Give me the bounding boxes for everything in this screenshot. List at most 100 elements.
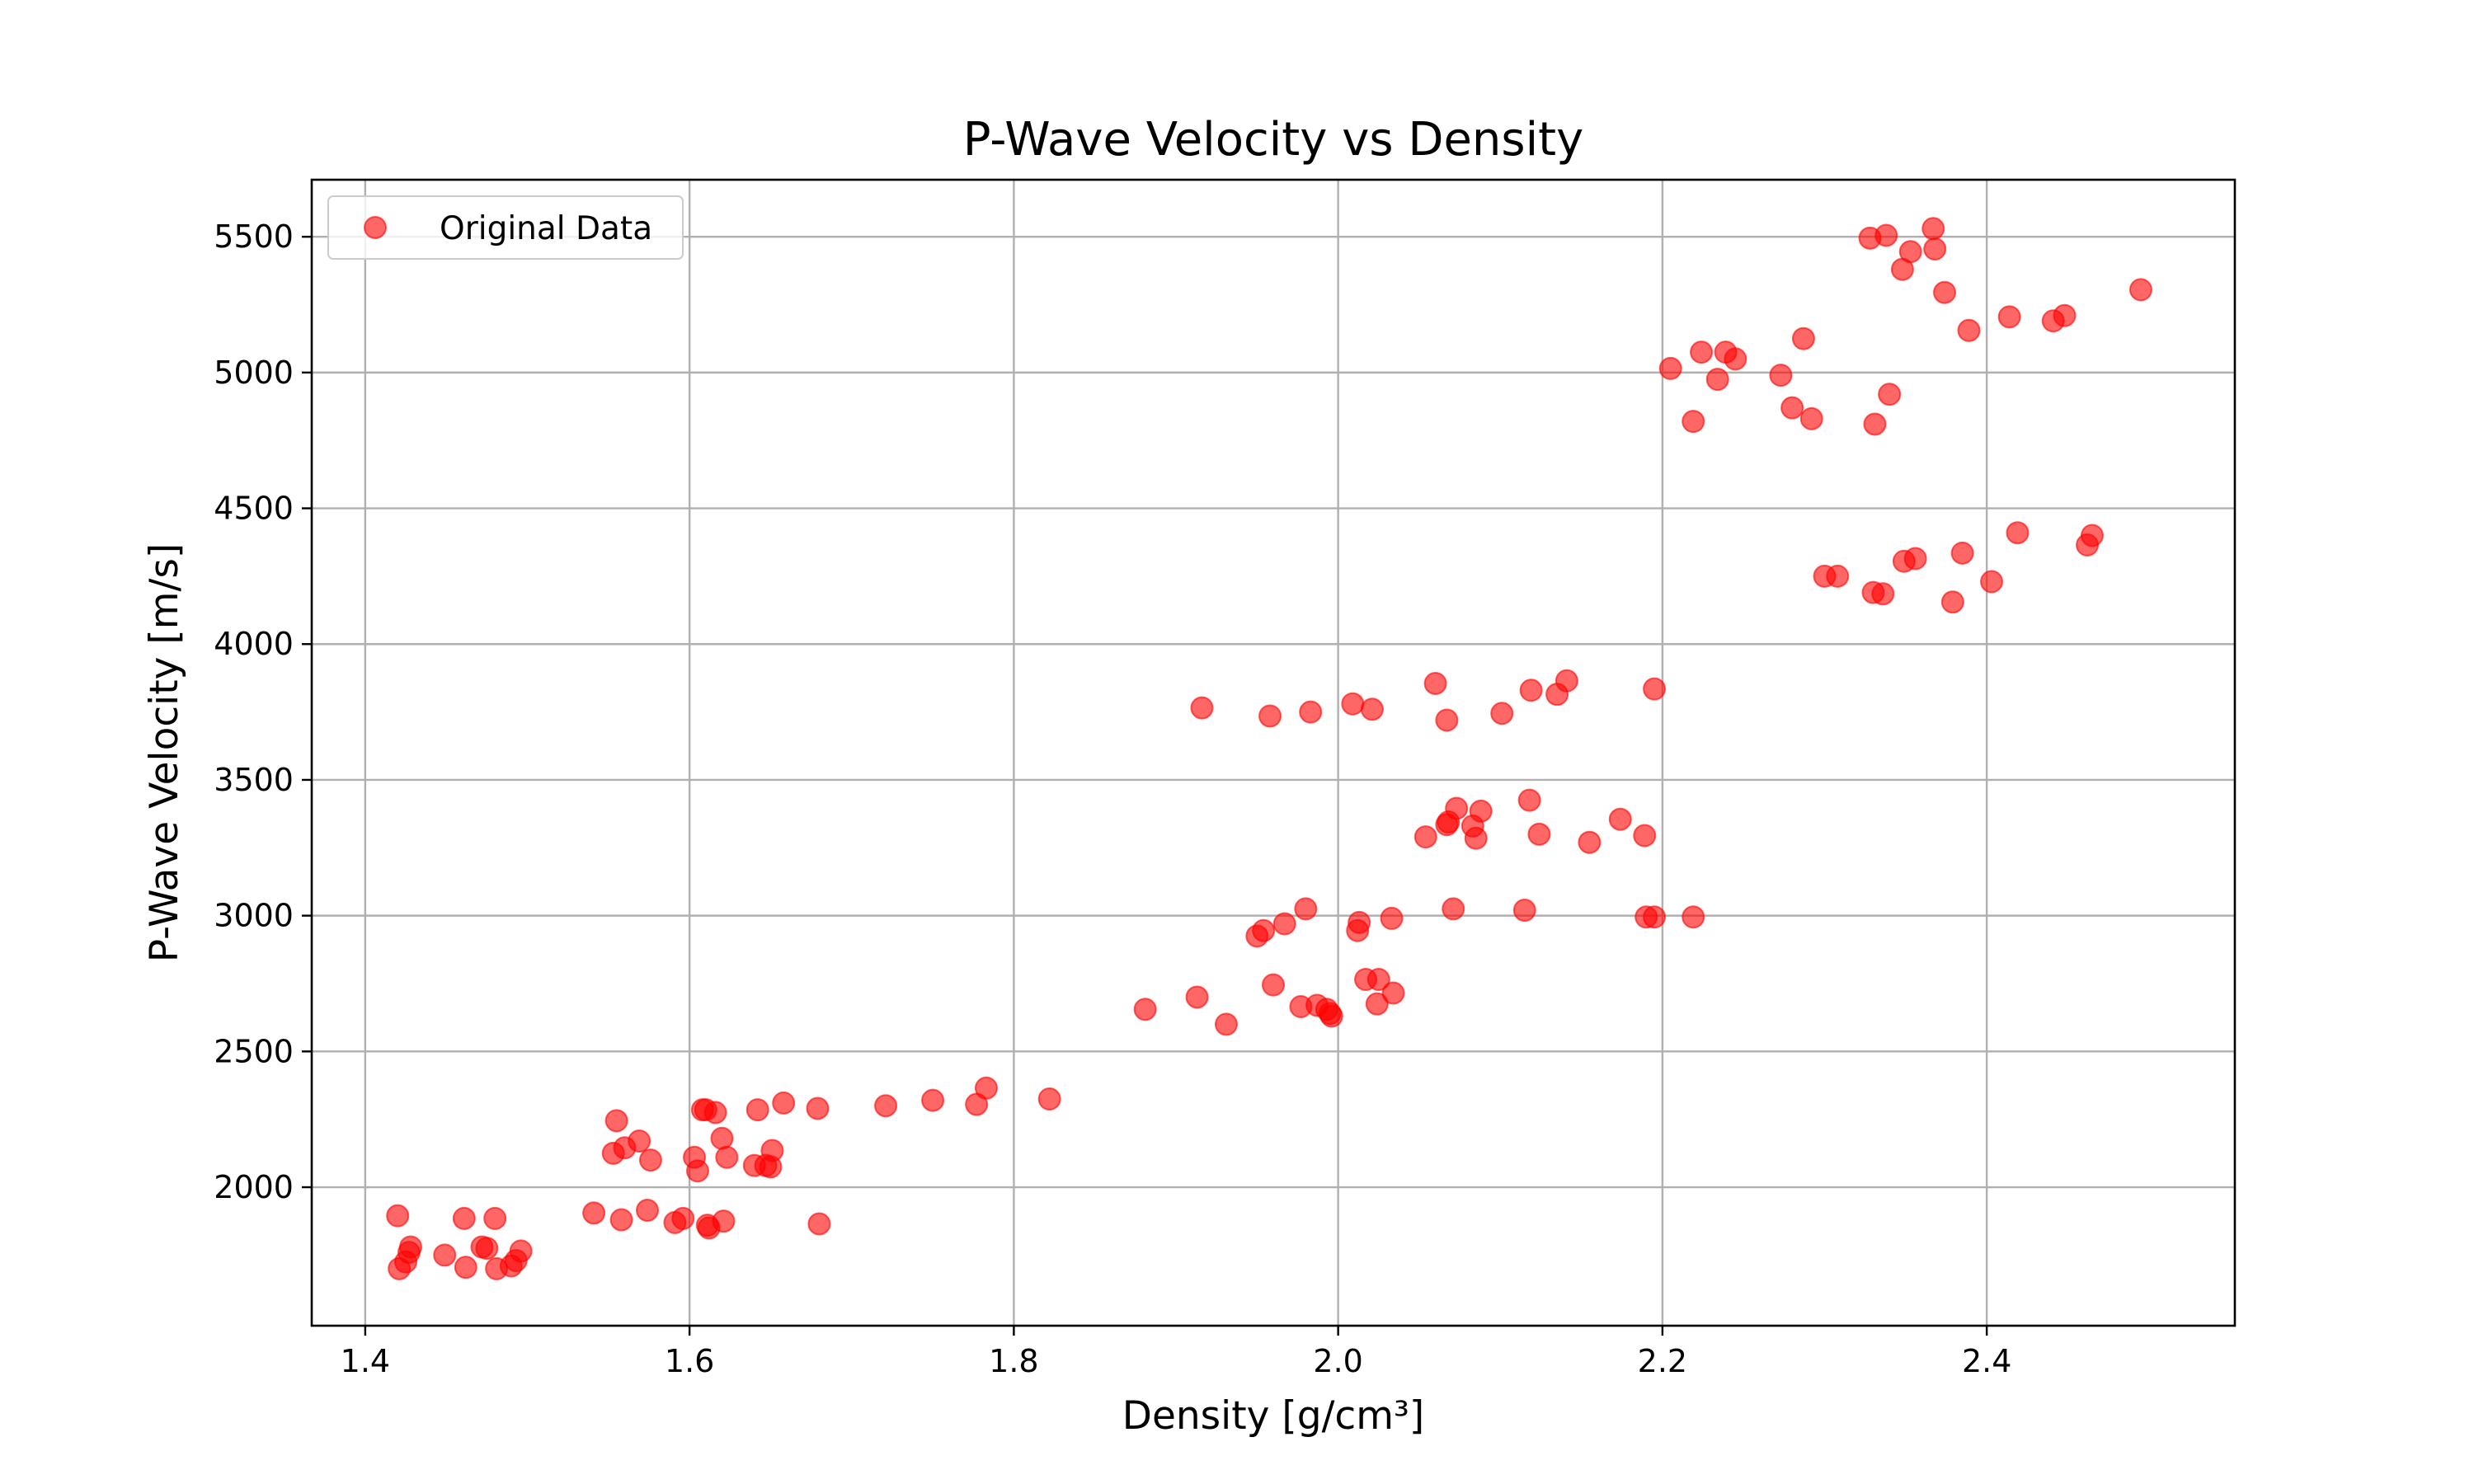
- data-point: [604, 1109, 628, 1133]
- data-point: [685, 1159, 709, 1183]
- data-point: [1519, 679, 1543, 702]
- y-axis-label: P-Wave Velocity [m/s]: [142, 543, 187, 962]
- x-tick-label: 2.4: [1962, 1343, 2011, 1379]
- data-point: [1435, 708, 1459, 732]
- data-point: [1608, 807, 1632, 831]
- legend: Original Data: [327, 195, 684, 260]
- chart-title: P-Wave Velocity vs Density: [963, 113, 1583, 167]
- data-point: [1381, 981, 1405, 1005]
- legend-box: [327, 195, 684, 260]
- data-point: [1469, 799, 1493, 823]
- data-point: [1190, 696, 1214, 720]
- data-point: [671, 1206, 695, 1230]
- data-point: [1921, 217, 1945, 241]
- data-point: [1681, 905, 1705, 929]
- grid-layer: [312, 180, 2235, 1326]
- data-point: [1643, 905, 1667, 929]
- data-point: [806, 1097, 830, 1120]
- x-tick-label: 2.2: [1638, 1343, 1687, 1379]
- data-point: [1878, 383, 1902, 406]
- data-point: [609, 1208, 633, 1232]
- data-point: [628, 1129, 651, 1153]
- data-point: [483, 1206, 507, 1230]
- y-tick-label: 3500: [214, 762, 294, 798]
- data-point: [1980, 570, 2004, 594]
- data-point: [1380, 906, 1404, 930]
- data-point: [2053, 303, 2077, 327]
- y-tick-label: 4500: [214, 491, 294, 527]
- data-point: [1464, 826, 1488, 850]
- data-point: [1527, 822, 1551, 846]
- data-point: [1769, 364, 1793, 387]
- data-point: [745, 1098, 769, 1122]
- plot-frame: [310, 178, 2236, 1327]
- y-tick-label: 5500: [214, 218, 294, 255]
- legend-marker: [364, 216, 387, 239]
- ticks-layer: 1.4 1.6 1.8 2.0 2.2 2.4 2000 2500 3000 3500 4000 45…: [214, 218, 2011, 1379]
- data-point: [1272, 912, 1296, 936]
- data-point: [1997, 305, 2021, 329]
- data-point: [638, 1148, 662, 1172]
- data-point: [1490, 702, 1514, 726]
- data-point: [1923, 237, 1947, 261]
- legend-label: Original Data: [440, 210, 652, 247]
- y-tick-label: 2000: [214, 1169, 294, 1205]
- data-point: [1957, 318, 1981, 342]
- data-point: [921, 1088, 945, 1112]
- data-point: [712, 1209, 736, 1233]
- data-point: [974, 1076, 998, 1100]
- data-point: [1365, 992, 1389, 1016]
- data-point: [1933, 280, 1957, 304]
- data-point: [1366, 968, 1390, 992]
- data-point: [1252, 918, 1276, 942]
- data-point: [703, 1101, 727, 1125]
- data-point: [1903, 547, 1927, 571]
- data-point: [433, 1243, 457, 1267]
- y-tick-label: 4000: [214, 626, 294, 662]
- data-point: [1950, 541, 1974, 565]
- data-point: [1360, 697, 1384, 721]
- data-point: [1724, 347, 1747, 371]
- data-point: [636, 1199, 660, 1223]
- data-point: [1214, 1012, 1238, 1036]
- data-point: [454, 1256, 477, 1280]
- data-point: [710, 1126, 734, 1150]
- y-tick-label: 5000: [214, 355, 294, 391]
- data-point: [1871, 582, 1895, 606]
- data-point: [1863, 412, 1887, 436]
- data-point: [807, 1212, 831, 1236]
- data-point: [398, 1235, 422, 1259]
- data-point: [1341, 692, 1365, 716]
- data-point: [874, 1094, 898, 1118]
- data-point: [1940, 590, 1964, 614]
- data-point: [582, 1201, 606, 1225]
- data-point: [2080, 524, 2104, 547]
- data-point: [1898, 240, 1922, 264]
- data-point: [1319, 1004, 1343, 1028]
- data-point: [1826, 564, 1850, 588]
- data-point: [1133, 998, 1157, 1021]
- data-point: [1299, 700, 1323, 724]
- data-point: [760, 1139, 784, 1162]
- data-point: [1348, 910, 1371, 934]
- data-point: [1445, 796, 1469, 820]
- data-point: [1442, 897, 1465, 921]
- points-layer: [386, 217, 2152, 1280]
- data-point: [1423, 672, 1447, 696]
- data-point: [1874, 223, 1898, 247]
- data-point: [386, 1204, 410, 1228]
- data-point: [715, 1145, 739, 1169]
- data-point: [1517, 788, 1541, 812]
- data-point: [2006, 521, 2030, 545]
- data-point: [1705, 368, 1729, 392]
- data-point: [1258, 704, 1282, 728]
- data-point: [509, 1239, 533, 1263]
- data-point: [2128, 278, 2152, 302]
- data-point: [1037, 1087, 1061, 1111]
- data-point: [1633, 824, 1657, 848]
- y-tick-label: 3000: [214, 898, 294, 934]
- data-point: [1681, 410, 1705, 434]
- x-tick-label: 2.0: [1313, 1343, 1362, 1379]
